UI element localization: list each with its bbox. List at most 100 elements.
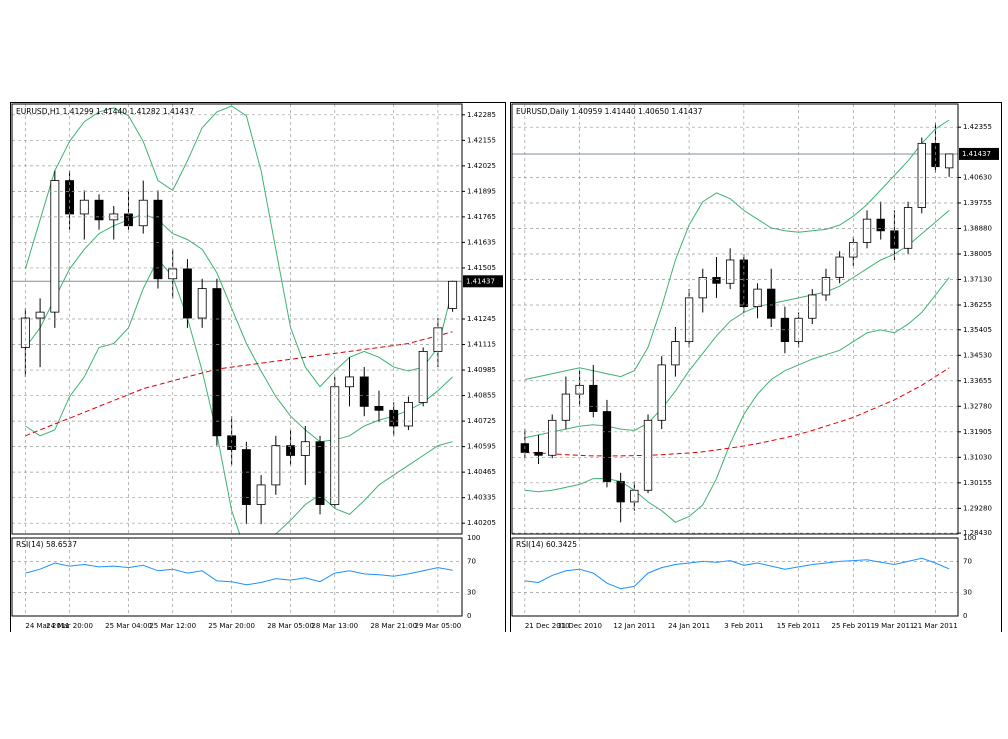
candle-body [138, 199, 148, 227]
candle-body [256, 484, 266, 505]
y-tick-label: 1.40630 [963, 173, 992, 181]
y-tick-label: 1.28430 [963, 529, 992, 537]
y-tick-label: 1.42285 [467, 111, 496, 119]
rsi-tick-label: 70 [467, 557, 476, 565]
rsi-tick-label: 70 [963, 557, 972, 565]
candle-body [890, 230, 899, 249]
chart-title: EURUSD,Daily 1.40959 1.41440 1.40650 1.4… [516, 107, 703, 116]
y-tick-label: 1.42025 [467, 162, 496, 170]
y-tick-label: 1.31030 [963, 453, 992, 461]
y-tick-label: 1.39755 [963, 199, 992, 207]
x-tick-label: 24 Mar 20:00 [46, 622, 93, 630]
candle-body [300, 441, 310, 456]
candle-body [876, 218, 885, 232]
x-tick-label: 28 Mar 13:00 [311, 622, 358, 630]
x-tick-label: 28 Mar 05:00 [267, 622, 314, 630]
candle-body [182, 268, 192, 319]
candle-body [534, 451, 543, 456]
main-frame [511, 103, 959, 535]
x-tick-label: 24 Jan 2011 [668, 622, 710, 630]
y-tick-label: 1.38880 [963, 224, 992, 232]
x-tick-label: 21 Mar 2011 [913, 622, 957, 630]
rsi-label: RSI(14) 60.3425 [516, 540, 577, 549]
candle-body [862, 218, 872, 243]
rsi-tick-label: 30 [963, 589, 972, 597]
bollinger-lower [25, 258, 453, 534]
candle-body [698, 277, 707, 299]
x-tick-label: 3 Feb 2011 [724, 622, 763, 630]
x-tick-label: 25 Feb 2011 [832, 622, 876, 630]
candle-body [212, 288, 222, 437]
rsi-tick-label: 0 [963, 612, 967, 620]
y-tick-label: 1.40465 [467, 468, 496, 476]
x-tick-label: 12 Jan 2011 [613, 622, 655, 630]
candle-body [616, 481, 625, 503]
main-frame [11, 103, 463, 535]
candle-body [602, 411, 612, 482]
rsi-tick-label: 100 [963, 534, 976, 542]
last-price-label: 1.41437 [466, 277, 495, 285]
bollinger-upper [524, 119, 950, 380]
x-tick-label: 31 Dec 2010 [557, 622, 602, 630]
window-frame [10, 102, 506, 632]
moving-average [524, 367, 950, 457]
y-tick-label: 1.29280 [963, 504, 992, 512]
x-tick-label: 28 Mar 21:00 [370, 622, 417, 630]
candle-body [821, 277, 831, 296]
candle-body [79, 199, 89, 215]
y-tick-label: 1.40335 [467, 494, 496, 502]
y-tick-label: 1.40595 [467, 443, 496, 451]
candle-body [50, 180, 60, 313]
candle-body [561, 393, 571, 421]
x-tick-label: 25 Mar 20:00 [208, 622, 255, 630]
candle-body [767, 288, 776, 319]
y-tick-label: 1.38005 [963, 250, 992, 258]
chart-window: 1.42355 1.40630 1.39755 1.38880 1.38005 1.371… [510, 102, 1002, 632]
candle-body [903, 207, 913, 249]
rsi-line [25, 562, 453, 586]
candle-body [94, 199, 104, 221]
last-price-box [959, 147, 999, 160]
candle-body [403, 402, 413, 427]
y-tick-label: 1.41245 [467, 315, 496, 323]
rsi-frame [11, 537, 463, 617]
plot-area [12, 105, 462, 534]
rsi-tick-label: 30 [467, 589, 476, 597]
candle-body [643, 419, 653, 491]
x-tick-label: 29 Mar 05:00 [415, 622, 462, 630]
y-tick-label: 1.40855 [467, 392, 496, 400]
bollinger-middle [24, 213, 453, 443]
y-tick-label: 1.35405 [963, 326, 992, 334]
candle-body [197, 288, 207, 319]
candle-body [374, 405, 384, 411]
candle-body [739, 259, 749, 308]
y-tick-label: 1.34530 [963, 351, 992, 359]
x-tick-label: 25 Mar 12:00 [149, 622, 196, 630]
candle-body [548, 419, 557, 456]
moving-average [25, 331, 453, 437]
y-tick-label: 1.42155 [467, 136, 496, 144]
rsi-tick-label: 100 [467, 534, 480, 542]
rsi-frame [511, 537, 959, 617]
chart-window: 1.42285 1.42155 1.42025 1.41895 1.41765 1.416… [10, 102, 506, 632]
y-tick-label: 1.42355 [963, 123, 992, 131]
candle-body [345, 376, 354, 388]
candle-body [917, 142, 926, 208]
x-tick-label: 25 Mar 04:00 [105, 622, 152, 630]
bollinger-middle [524, 210, 950, 439]
candle-body [944, 153, 954, 169]
x-tick-label: 21 Dec 2010 [525, 622, 570, 630]
x-tick-label: 15 Feb 2011 [777, 622, 821, 630]
candle-body [712, 277, 721, 284]
chart-title: EURUSD,H1 1.41299 1.41440 1.41282 1.4143… [16, 107, 194, 116]
candle-body [418, 350, 428, 403]
rsi-label: RSI(14) 58.6537 [16, 540, 77, 549]
rsi-area [25, 562, 453, 586]
y-tick-label: 1.41635 [467, 238, 496, 246]
y-tick-label: 1.40725 [467, 417, 496, 425]
candle-body [671, 341, 680, 366]
rsi-line [524, 557, 950, 590]
y-tick-label: 1.31905 [963, 428, 992, 436]
y-tick-label: 1.36255 [963, 301, 992, 309]
